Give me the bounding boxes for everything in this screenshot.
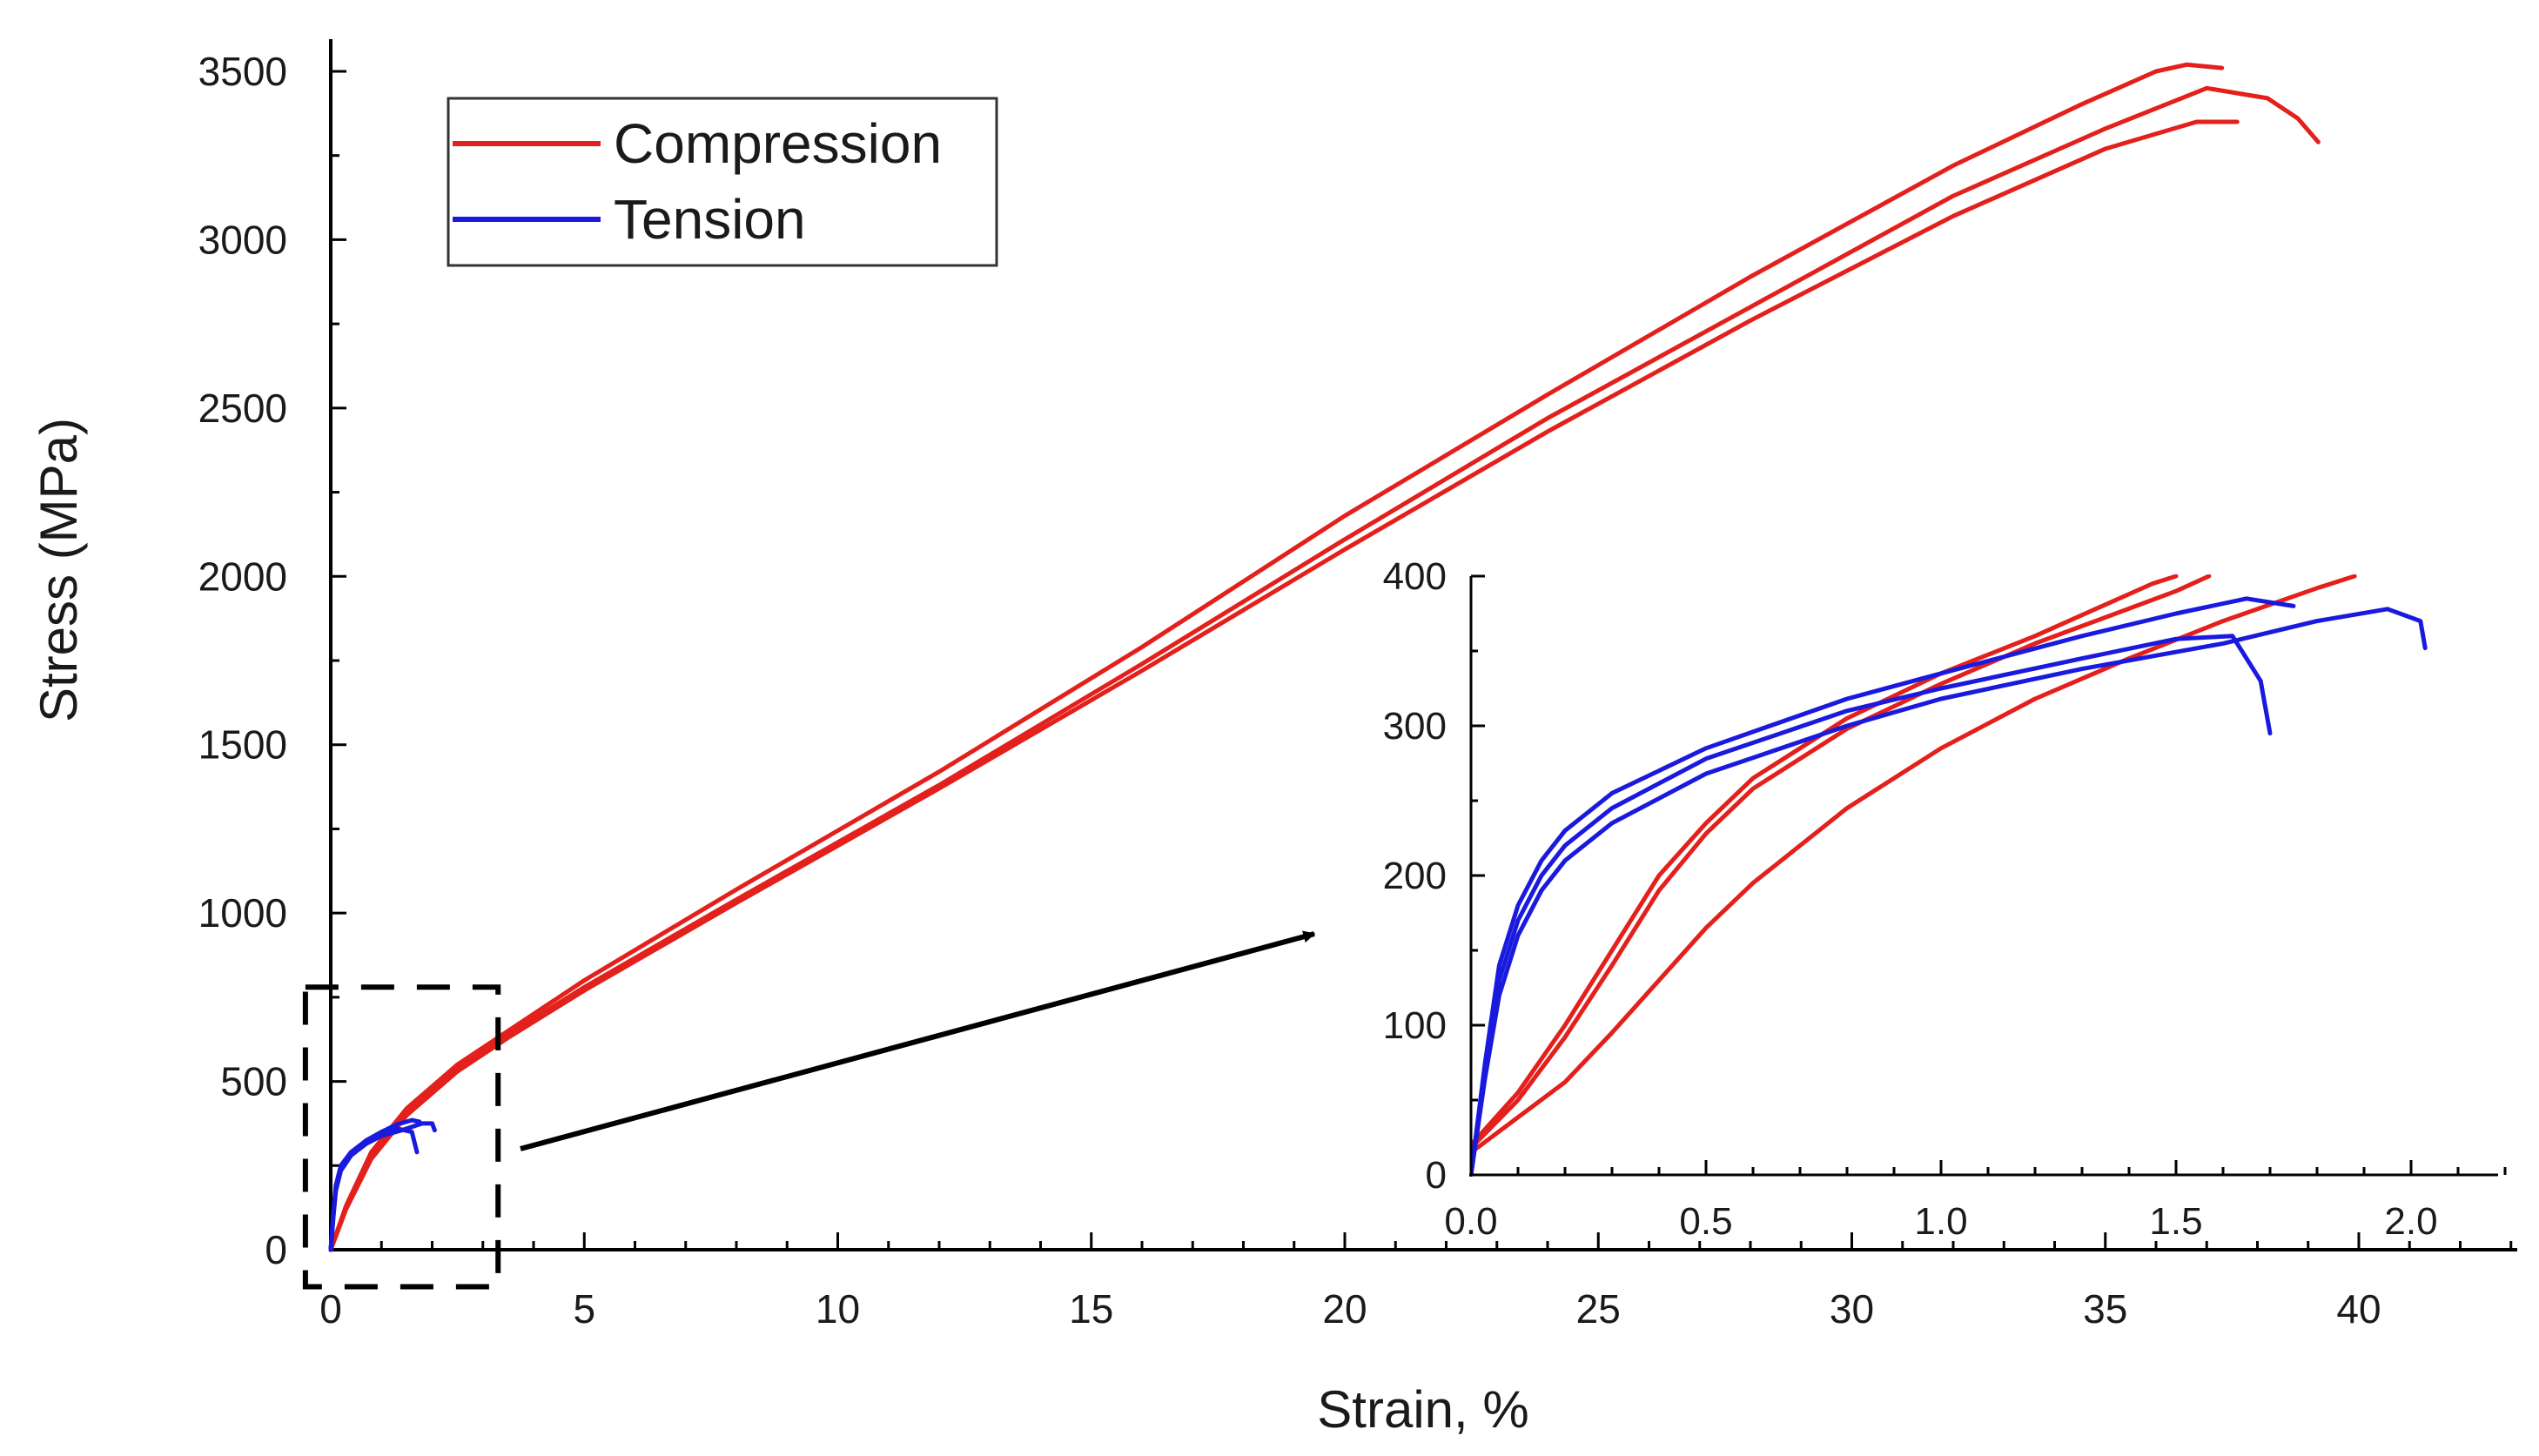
inset-x-tick-label: 0.0: [1444, 1200, 1497, 1243]
main-series-group: [328, 62, 2321, 1252]
inset-series-compression-line-2: [1471, 574, 2357, 1155]
inset-y-tick-label: 400: [1383, 555, 1447, 598]
inset-x-tick-label: 0.5: [1679, 1200, 1732, 1243]
zoom-arrow: [520, 930, 1316, 1151]
y-tick-label: 2500: [198, 386, 287, 431]
y-tick-label: 3500: [198, 49, 287, 94]
y-tick-label: 1500: [198, 722, 287, 768]
inset-x-tick-label: 1.0: [1914, 1200, 1967, 1243]
inset-series-tension-line-3: [1471, 634, 2273, 1175]
x-tick-label: 5: [573, 1286, 595, 1332]
y-axis-ticks: 0 500 1000 1500 2000 2500 3000 3500: [198, 49, 346, 1272]
y-tick-label: 3000: [198, 217, 287, 262]
legend-box: [447, 97, 998, 267]
inset-series-group: [1471, 574, 2428, 1175]
y-tick-label: 0: [265, 1227, 287, 1272]
x-tick-label: 35: [2083, 1286, 2127, 1332]
inset-series-compression-line-1: [1471, 574, 2212, 1151]
x-tick-label: 0: [319, 1286, 342, 1332]
x-tick-label: 20: [1322, 1286, 1367, 1332]
inset-series-tension-line-4: [1471, 596, 2296, 1175]
y-axis-label: Stress (MPa): [30, 418, 88, 722]
legend-label-compression: Compression: [614, 112, 942, 175]
inset-background: [1471, 574, 2498, 1175]
inset-x-tick-label: 1.5: [2149, 1200, 2202, 1243]
x-axis-label: Strain, %: [1317, 1380, 1528, 1439]
legend: Compression Tension: [447, 97, 998, 267]
inset-y-axis-ticks: 0 100 200 300 400: [1383, 555, 1485, 1197]
zoom-box: [302, 984, 501, 1290]
inset-y-tick-label: 100: [1383, 1004, 1447, 1047]
inset-x-axis-ticks: 0.0 0.5 1.0 1.5 2.0: [1444, 1160, 2507, 1243]
series-tension-line-5: [328, 1121, 437, 1252]
y-tick-label: 1000: [198, 890, 287, 936]
legend-label-tension: Tension: [614, 188, 806, 251]
x-tick-label: 40: [2336, 1286, 2381, 1332]
inset-series-tension-line-5: [1471, 607, 2428, 1175]
series-compression-line-1: [328, 85, 2321, 1252]
x-tick-label: 25: [1576, 1286, 1621, 1332]
inset-y-tick-label: 200: [1383, 855, 1447, 897]
inset-x-tick-label: 2.0: [2384, 1200, 2437, 1243]
x-tick-label: 15: [1069, 1286, 1113, 1332]
x-tick-label: 10: [816, 1286, 860, 1332]
y-tick-label: 500: [220, 1059, 287, 1104]
inset-chart: 0 100 200 300 400 0.0 0.5 1.0 1.5 2.0: [1383, 555, 2507, 1243]
x-tick-label: 30: [1830, 1286, 1874, 1332]
y-tick-label: 2000: [198, 554, 287, 599]
inset-series-compression-line-0: [1471, 574, 2179, 1148]
inset-y-tick-label: 0: [1426, 1154, 1447, 1197]
x-axis-ticks: 0 5 10 15 20 25 30 35 40: [319, 1232, 2513, 1332]
inset-y-tick-label: 300: [1383, 705, 1447, 748]
